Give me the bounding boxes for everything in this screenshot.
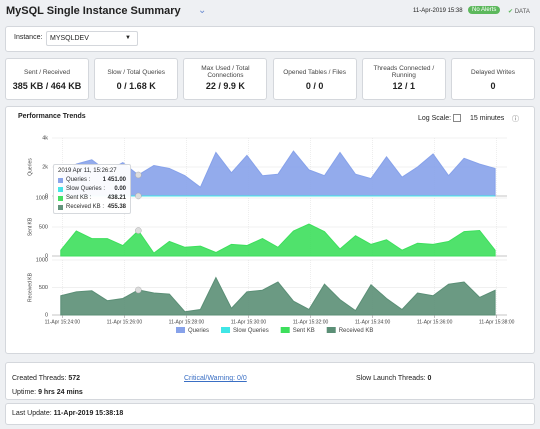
x-tick-label: 11-Apr 15:34:00 xyxy=(355,319,391,325)
y-tick-label: 1000 xyxy=(36,195,48,201)
x-tick-label: 11-Apr 15:28:00 xyxy=(169,319,205,325)
range-select[interactable]: 15 minutes xyxy=(470,115,505,122)
kpi-value: 0 / 0 xyxy=(305,81,324,91)
tooltip-name: Sent KB : xyxy=(66,195,92,201)
kpi-card: Opened Tables / Files 0 / 0 xyxy=(272,58,357,100)
legend-label: Received KB xyxy=(339,328,374,334)
update-value: 11-Apr-2019 15:38:18 xyxy=(53,410,124,417)
kpi-label: Opened Tables / Files xyxy=(283,68,346,76)
y-tick-label: 0 xyxy=(45,193,48,199)
slow-launch: Slow Launch Threads: 0 xyxy=(356,375,431,382)
area-series xyxy=(60,223,496,257)
tooltip-swatch xyxy=(58,196,63,201)
kpi-value: 385 KB / 464 KB xyxy=(12,81,82,91)
legend-swatch xyxy=(176,327,185,333)
tooltip-title: 2019 Apr 11, 15:26:27 xyxy=(58,168,117,174)
kpi-value: 0 / 1.68 K xyxy=(116,81,156,91)
x-tick-label: 11-Apr 15:36:00 xyxy=(417,319,453,325)
y-axis-label: Queries xyxy=(27,158,33,176)
x-tick-label: 11-Apr 15:38:00 xyxy=(479,319,515,325)
tooltip-swatch xyxy=(58,178,63,183)
hover-marker xyxy=(135,192,142,200)
title-menu[interactable]: ⌄ xyxy=(198,5,207,16)
kpi-card: Delayed Writes 0 xyxy=(451,58,535,100)
tooltip-value: 455.38 xyxy=(107,204,126,210)
x-tick-label: 11-Apr 15:24:00 xyxy=(45,319,81,325)
page-title: MySQL Single Instance Summary xyxy=(6,5,181,17)
trends-title: Performance Trends xyxy=(18,113,86,120)
footer-panel xyxy=(5,362,535,400)
created-threads: Created Threads: 572 xyxy=(12,375,80,382)
legend-swatch xyxy=(280,327,290,333)
kpi-label: Slow / Total Queries xyxy=(107,68,166,76)
kpi-value: 0 xyxy=(490,81,496,91)
alert-badge[interactable]: No Alerts xyxy=(468,6,501,14)
kpi-label: Threads Connected / Running xyxy=(373,65,435,79)
tooltip-swatch xyxy=(58,187,63,192)
kpi-card: Slow / Total Queries 0 / 1.68 K xyxy=(94,58,179,100)
kpi-label: Sent / Received xyxy=(24,68,70,76)
y-tick-label: 2k xyxy=(42,164,48,170)
critical-link[interactable]: Critical/Warning: 0/0 xyxy=(184,375,247,382)
legend-swatch xyxy=(326,327,336,333)
instance-value: MYSQLDEV xyxy=(50,35,89,42)
uptime-value: 9 hrs 24 mins xyxy=(38,389,83,396)
tooltip-value: 0.00 xyxy=(114,186,126,192)
instance-label: Instance: xyxy=(14,34,43,41)
y-axis-label: Sent KB xyxy=(27,217,33,236)
tooltip-value: 1 451.00 xyxy=(102,177,126,183)
log-scale-checkbox[interactable] xyxy=(453,114,461,122)
tooltip-name: Slow Queries : xyxy=(66,186,106,192)
slow-label: Slow Launch Threads: xyxy=(356,375,426,382)
legend-label: Queries xyxy=(188,328,209,334)
kpi-card: Threads Connected / Running 12 / 1 xyxy=(361,58,446,100)
legend-label: Slow Queries xyxy=(233,328,269,334)
tooltip-value: 438.21 xyxy=(107,195,126,201)
instance-select[interactable]: MYSQLDEV ▼ xyxy=(46,31,138,46)
y-tick-label: 4k xyxy=(42,135,48,141)
kpi-value: 12 / 1 xyxy=(392,81,416,91)
hover-marker xyxy=(135,286,142,294)
legend-swatch xyxy=(221,327,231,333)
slow-value: 0 xyxy=(427,375,432,382)
uptime-label: Uptime: xyxy=(12,389,37,396)
y-axis-label: Received KB xyxy=(27,272,33,302)
y-tick-label: 1000 xyxy=(36,257,48,263)
area-series xyxy=(60,276,496,316)
kpi-card: Max Used / Total Connections 22 / 9.9 K xyxy=(183,58,268,100)
data-label: DATA xyxy=(514,9,530,15)
y-tick-label: 500 xyxy=(39,224,48,230)
created-label: Created Threads: xyxy=(12,375,67,382)
tooltip-name: Queries : xyxy=(66,177,91,183)
info-icon[interactable]: ⓘ xyxy=(512,116,519,123)
tooltip-swatch xyxy=(58,205,63,210)
kpi-value: 22 / 9.9 K xyxy=(205,81,245,91)
created-value: 572 xyxy=(68,375,80,382)
log-scale-label: Log Scale: xyxy=(418,115,452,122)
data-status: ✔ DATA xyxy=(508,9,530,15)
kpi-card: Sent / Received 385 KB / 464 KB xyxy=(5,58,89,100)
legend-label: Sent KB xyxy=(293,328,315,334)
hover-marker xyxy=(135,171,142,179)
y-tick-label: 500 xyxy=(39,285,48,291)
x-tick-label: 11-Apr 15:32:00 xyxy=(293,319,329,325)
tooltip-name: Received KB : xyxy=(66,204,105,210)
y-tick-label: 0 xyxy=(45,253,48,259)
uptime: Uptime: 9 hrs 24 mins xyxy=(12,389,83,396)
hover-marker xyxy=(135,227,142,234)
y-tick-label: 0 xyxy=(45,312,48,318)
x-tick-label: 11-Apr 15:26:00 xyxy=(107,319,143,325)
timestamp: 11-Apr-2019 15:38 xyxy=(413,8,463,14)
kpi-label: Delayed Writes xyxy=(471,68,515,76)
update-bar xyxy=(5,403,535,425)
tooltip: 2019 Apr 11, 15:26:27 Queries : 1 451.00 Sl… xyxy=(53,164,131,214)
x-tick-label: 11-Apr 15:30:00 xyxy=(231,319,267,325)
kpi-label: Max Used / Total Connections xyxy=(201,65,250,79)
update-label: Last Update: xyxy=(12,410,52,417)
last-update: Last Update: 11-Apr-2019 15:38:18 xyxy=(12,410,123,417)
